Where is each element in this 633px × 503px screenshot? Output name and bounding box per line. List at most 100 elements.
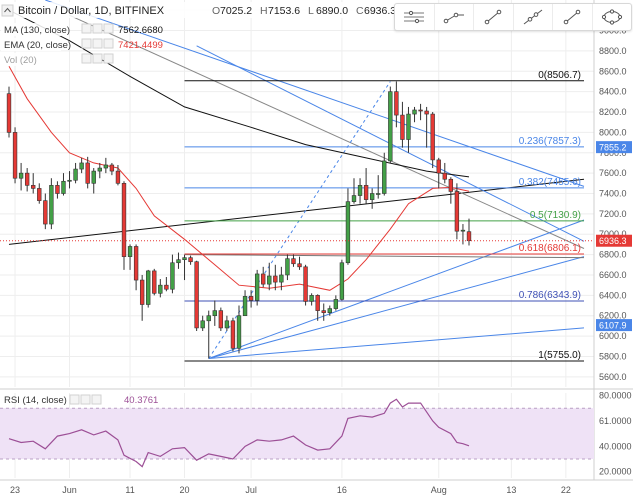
candle[interactable] [200, 315, 205, 331]
candle[interactable] [146, 269, 151, 308]
candle[interactable] [43, 193, 48, 230]
ray-button[interactable] [474, 4, 514, 30]
candle[interactable] [79, 157, 84, 174]
candle[interactable] [97, 162, 102, 179]
candle[interactable] [182, 254, 187, 281]
candle[interactable] [412, 106, 417, 123]
indicator-settings-icon[interactable] [81, 23, 92, 34]
candle[interactable] [127, 244, 133, 270]
candle[interactable] [49, 178, 54, 230]
candle[interactable] [73, 162, 78, 184]
ema-20-line[interactable] [8, 65, 470, 291]
candle[interactable] [339, 259, 345, 301]
indicator-close-icon[interactable] [103, 23, 114, 34]
candle[interactable] [406, 106, 411, 153]
candle[interactable] [454, 183, 460, 240]
rsi-settings-icon[interactable] [69, 394, 80, 405]
extended-line-button[interactable] [514, 4, 553, 30]
trend-line-fan-2[interactable] [208, 256, 585, 359]
candle[interactable] [218, 307, 224, 331]
candle[interactable] [254, 269, 260, 306]
candle[interactable] [315, 294, 320, 321]
candle[interactable] [170, 254, 175, 294]
indicator-visibility-icon[interactable] [92, 23, 103, 34]
ellipse-button[interactable] [593, 4, 632, 30]
trend-line-fan-1[interactable] [208, 219, 585, 359]
candle[interactable] [285, 254, 290, 281]
candle[interactable] [85, 156, 90, 189]
candle[interactable] [273, 264, 278, 291]
candle[interactable] [212, 300, 217, 326]
candle[interactable] [158, 279, 163, 298]
candle[interactable] [303, 264, 308, 306]
candle[interactable] [279, 266, 284, 291]
candle[interactable] [466, 218, 472, 246]
candle[interactable] [115, 164, 121, 186]
trend-line-gray-red-flat[interactable] [184, 254, 585, 259]
indicator-legend[interactable]: MA (130, close) 7562.6680 [1, 23, 163, 36]
candle[interactable] [248, 290, 254, 308]
candle[interactable] [121, 181, 127, 270]
candle[interactable] [24, 168, 30, 192]
candle[interactable] [188, 255, 193, 265]
rsi-visibility-icon[interactable] [80, 394, 91, 405]
candle[interactable] [327, 305, 332, 316]
candle[interactable] [345, 188, 351, 265]
candle[interactable] [261, 266, 266, 288]
trend-line-fan-3[interactable] [208, 327, 585, 359]
candle[interactable] [152, 268, 157, 296]
candle[interactable] [91, 168, 96, 194]
candle[interactable] [206, 310, 211, 359]
candle[interactable] [139, 274, 145, 321]
rsi-line[interactable] [8, 398, 470, 468]
fib-retracement-button[interactable] [553, 4, 593, 30]
candle[interactable] [224, 315, 230, 331]
candle[interactable] [267, 262, 272, 291]
indicator-settings-icon[interactable] [81, 53, 92, 64]
candle[interactable] [394, 81, 399, 128]
candle[interactable] [194, 260, 199, 331]
candle[interactable] [55, 181, 60, 199]
trend-line-gray-down[interactable] [69, 14, 585, 249]
trend-line-blue-down-1[interactable] [45, 0, 585, 187]
candle[interactable] [448, 177, 454, 204]
indicator-legend[interactable]: Vol (20) [1, 53, 114, 66]
candle[interactable] [321, 303, 326, 321]
candle[interactable] [109, 162, 115, 176]
candle[interactable] [37, 183, 42, 204]
rsi-close-icon[interactable] [91, 394, 102, 405]
candle[interactable] [442, 162, 447, 184]
candle[interactable] [297, 256, 302, 270]
ma-130-line[interactable] [8, 9, 470, 178]
indicator-visibility-icon[interactable] [92, 53, 103, 64]
chevron-up-icon[interactable] [1, 4, 14, 17]
indicator-settings-icon[interactable] [81, 38, 92, 49]
indicator-close-icon[interactable] [103, 38, 114, 49]
candle[interactable] [400, 101, 405, 148]
candle[interactable] [388, 86, 393, 163]
candle[interactable] [103, 157, 109, 174]
trend-line-button[interactable] [435, 4, 474, 30]
candle[interactable] [12, 127, 18, 184]
candle[interactable] [333, 295, 339, 311]
candle[interactable] [363, 168, 369, 204]
trend-line-black-trend[interactable] [8, 178, 585, 245]
horizontal-line-button[interactable] [395, 4, 435, 30]
candle[interactable] [418, 103, 423, 121]
candle[interactable] [376, 175, 381, 199]
candle[interactable] [133, 244, 139, 291]
indicator-visibility-icon[interactable] [92, 38, 103, 49]
rsi-legend[interactable]: RSI (14, close) 40.3761 [4, 394, 158, 406]
candle[interactable] [164, 277, 169, 292]
candle[interactable] [430, 112, 435, 169]
candle[interactable] [309, 293, 314, 306]
candle[interactable] [230, 317, 236, 352]
candle[interactable] [357, 178, 363, 204]
candle[interactable] [67, 171, 72, 189]
indicator-legend[interactable]: EMA (20, close) 7421.4499 [1, 38, 163, 51]
candle[interactable] [424, 106, 429, 148]
candle[interactable] [6, 86, 12, 138]
indicator-close-icon[interactable] [103, 53, 114, 64]
candle[interactable] [291, 254, 296, 267]
